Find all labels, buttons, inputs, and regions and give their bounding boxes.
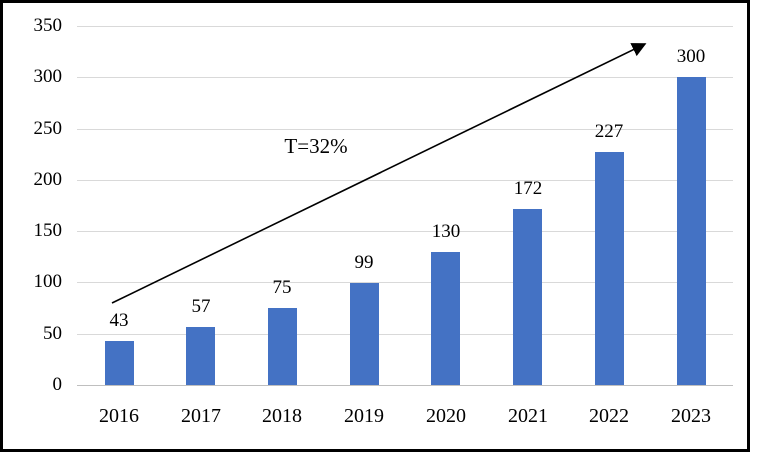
bar-2016 — [105, 341, 134, 385]
x-axis-tick-label: 2023 — [671, 405, 711, 427]
bar-value-label: 75 — [272, 277, 292, 298]
y-axis-tick-label: 250 — [33, 118, 63, 139]
bar-value-label: 57 — [191, 296, 211, 317]
x-axis-tick-label: 2022 — [589, 405, 629, 427]
bar-2021 — [513, 209, 542, 385]
bar-value-label: 172 — [513, 178, 543, 199]
bar-2022 — [595, 152, 624, 385]
bar-value-label: 43 — [109, 310, 129, 331]
bar-2019 — [350, 283, 379, 385]
gridline — [77, 77, 733, 78]
y-axis-tick-label: 0 — [52, 374, 63, 395]
bar-value-label: 130 — [431, 221, 461, 242]
bar-2023 — [677, 77, 706, 385]
x-axis-tick-label: 2016 — [99, 405, 139, 427]
x-axis-tick-label: 2018 — [262, 405, 302, 427]
bar-2018 — [268, 308, 297, 385]
bar-value-label: 99 — [354, 252, 374, 273]
y-axis-tick-label: 350 — [33, 15, 63, 36]
gridline — [77, 231, 733, 232]
bar-2017 — [186, 327, 215, 385]
gridline — [77, 180, 733, 181]
x-axis-tick-label: 2017 — [181, 405, 221, 427]
bar-value-label: 227 — [594, 121, 624, 142]
y-axis-tick-label: 150 — [33, 220, 63, 241]
gridline — [77, 334, 733, 335]
x-axis-tick-label: 2019 — [344, 405, 384, 427]
growth-rate-annotation: T=32% — [284, 134, 348, 158]
y-axis-tick-label: 100 — [33, 271, 63, 292]
y-axis-tick-label: 50 — [43, 323, 62, 344]
bar-value-label: 300 — [676, 46, 706, 67]
x-axis-line — [77, 385, 733, 386]
y-axis-tick-label: 200 — [33, 169, 63, 190]
x-axis-tick-label: 2021 — [508, 405, 548, 427]
gridline — [77, 26, 733, 27]
x-axis-tick-label: 2020 — [426, 405, 466, 427]
gridline — [77, 282, 733, 283]
y-axis-tick-label: 300 — [33, 66, 63, 87]
bar-2020 — [431, 252, 460, 385]
